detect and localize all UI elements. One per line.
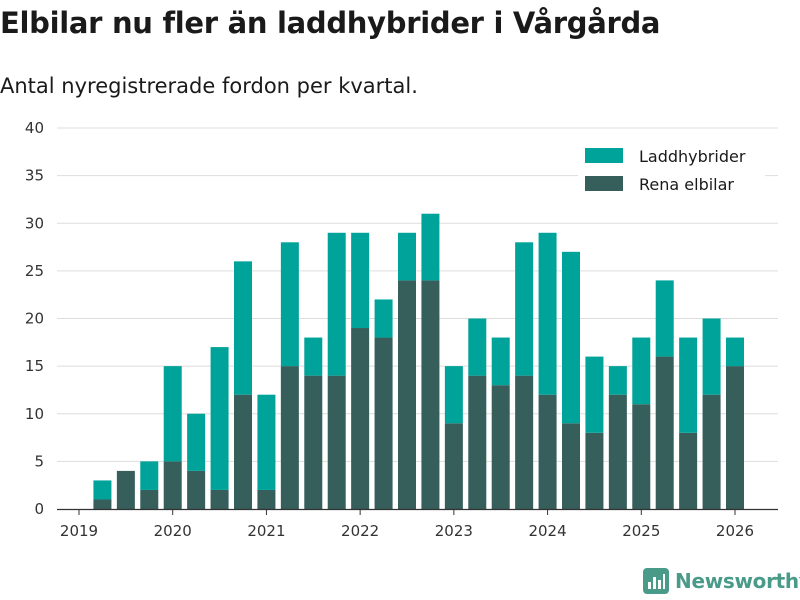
- bar-electric: [585, 432, 604, 509]
- bar-hybrid: [608, 366, 627, 395]
- bar-hybrid: [444, 366, 463, 424]
- legend-label-hybrid: Laddhybrider: [639, 147, 746, 166]
- y-tick-label: 20: [25, 310, 44, 328]
- bars: [93, 213, 744, 509]
- bar-electric: [538, 394, 557, 509]
- y-tick-label: 35: [25, 167, 44, 185]
- bar-electric: [304, 375, 323, 509]
- x-tick-label: 2021: [247, 522, 285, 540]
- bar-hybrid: [93, 480, 112, 500]
- x-tick-label: 2025: [622, 522, 660, 540]
- bar-hybrid: [562, 251, 580, 424]
- bar-electric: [140, 489, 159, 509]
- bar-hybrid: [187, 413, 206, 471]
- chart-subtitle: Antal nyregistrerade fordon per kvartal.: [0, 74, 418, 98]
- bar-electric: [679, 432, 698, 509]
- bar-hybrid: [398, 232, 416, 281]
- y-tick-label: 15: [25, 357, 44, 375]
- bar-hybrid: [726, 337, 744, 367]
- bar-hybrid: [538, 232, 557, 395]
- bar-hybrid: [374, 299, 393, 338]
- bar-electric: [655, 356, 674, 509]
- x-tick-label: 2026: [716, 522, 754, 540]
- y-tick-label: 30: [25, 214, 44, 232]
- x-tick-label: 2024: [528, 522, 566, 540]
- chart-title: Elbilar nu fler än laddhybrider i Vårgår…: [0, 6, 661, 40]
- bar-hybrid: [491, 337, 510, 386]
- bar-electric: [726, 366, 744, 509]
- bar-hybrid: [585, 356, 604, 433]
- y-tick-label: 25: [25, 262, 44, 280]
- bar-electric: [257, 489, 276, 509]
- bar-hybrid: [655, 280, 674, 357]
- bar-electric: [515, 375, 534, 509]
- bar-electric: [608, 394, 627, 509]
- x-tick-label: 2022: [341, 522, 379, 540]
- bar-electric: [187, 470, 206, 509]
- bar-hybrid: [632, 337, 651, 405]
- bar-hybrid: [468, 318, 487, 376]
- bar-electric: [398, 280, 416, 509]
- bar-hybrid: [702, 318, 721, 395]
- x-tick-label: 2020: [154, 522, 192, 540]
- bar-electric: [234, 394, 252, 509]
- bar-electric: [562, 423, 580, 509]
- y-tick-label: 40: [25, 119, 44, 137]
- bar-hybrid: [140, 461, 159, 490]
- bar-electric: [93, 499, 112, 509]
- bar-electric: [280, 366, 299, 509]
- bar-hybrid: [210, 347, 229, 490]
- y-tick-label: 5: [34, 452, 44, 470]
- bar-electric: [374, 337, 393, 509]
- bar-hybrid: [257, 394, 276, 490]
- bar-electric: [468, 375, 487, 509]
- bar-electric: [444, 423, 463, 509]
- bar-electric: [116, 470, 135, 509]
- x-tick-label: 2023: [435, 522, 473, 540]
- bar-hybrid: [679, 337, 698, 433]
- legend-swatch-electric: [585, 176, 623, 191]
- bar-hybrid: [515, 242, 534, 376]
- bar-electric: [351, 328, 370, 509]
- legend: Laddhybrider Rena elbilar: [578, 141, 765, 203]
- bar-electric: [421, 280, 440, 509]
- bar-hybrid: [234, 261, 252, 395]
- bar-chart-icon: [643, 568, 669, 594]
- bar-hybrid: [351, 232, 370, 329]
- bar-electric: [327, 375, 346, 509]
- legend-swatch-hybrid: [585, 148, 623, 163]
- y-tick-label: 10: [25, 405, 44, 423]
- brand-logo: Newsworthy: [643, 568, 800, 594]
- bar-electric: [163, 461, 182, 509]
- bar-hybrid: [163, 366, 182, 462]
- bar-hybrid: [304, 337, 323, 376]
- bar-hybrid: [327, 232, 346, 376]
- bar-hybrid: [421, 213, 440, 281]
- x-tick-label: 2019: [60, 522, 98, 540]
- y-tick-label: 0: [34, 500, 44, 518]
- bar-hybrid: [280, 242, 299, 367]
- legend-label-electric: Rena elbilar: [639, 175, 734, 194]
- bar-electric: [210, 489, 229, 509]
- bar-electric: [632, 404, 651, 509]
- bar-electric: [702, 394, 721, 509]
- brand-name: Newsworthy: [675, 569, 800, 593]
- bar-electric: [491, 385, 510, 509]
